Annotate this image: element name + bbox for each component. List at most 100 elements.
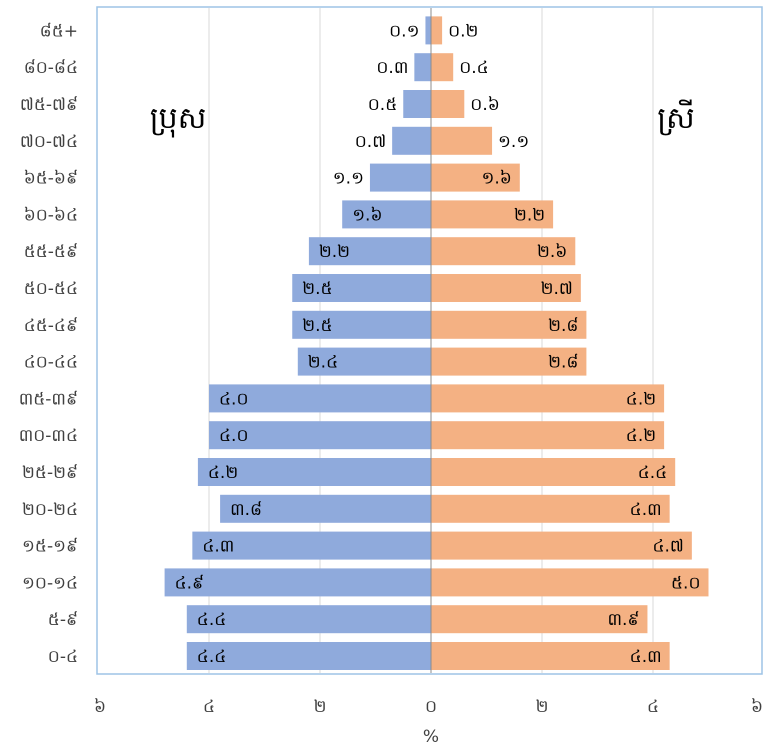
- y-tick-label: ៥-៩: [48, 610, 78, 630]
- y-tick-label: ៧០-៧៤: [20, 132, 78, 152]
- grid-layer: [208, 8, 654, 673]
- data-label-male: ១.៦: [352, 205, 382, 225]
- bar-male: [414, 53, 431, 82]
- bar-female: [431, 274, 581, 302]
- bar-male: [186, 605, 431, 634]
- bar-male: [209, 421, 431, 450]
- bar-male: [392, 126, 431, 155]
- bar-female: [431, 237, 576, 266]
- bar-female: [431, 200, 554, 229]
- bar-male: [197, 458, 431, 486]
- bar-male: [369, 163, 431, 192]
- bar-layer: [164, 16, 709, 670]
- bar-female: [431, 494, 670, 523]
- y-tick-label: ៨០-៨៤: [24, 58, 78, 78]
- data-label-female: ៤.២: [626, 426, 656, 446]
- x-tick-label: ៦: [751, 697, 763, 717]
- bar-female: [431, 458, 676, 486]
- x-axis-label: %: [423, 727, 439, 747]
- x-tick-label: ២: [314, 697, 327, 717]
- y-tick-label: ២០-២៤: [22, 500, 78, 520]
- data-label-male: ៤.៩: [175, 573, 204, 593]
- data-label-female: ៤.២: [626, 389, 656, 409]
- data-label-female: ០.៤: [459, 58, 488, 78]
- y-tick-label: ៥៥-៥៩: [24, 242, 78, 262]
- data-label-male: ៤.២: [208, 463, 238, 483]
- y-tick-label: ៣០-៣៤: [19, 426, 78, 446]
- bar-female: [431, 605, 648, 634]
- series-label-female: ស្រី: [657, 99, 695, 136]
- bar-female: [431, 384, 665, 413]
- data-label-female: ៤.៤: [638, 463, 667, 483]
- bar-female: [431, 568, 709, 597]
- bar-male: [292, 310, 431, 339]
- bar-male: [192, 531, 431, 560]
- bar-female: [431, 163, 520, 192]
- data-label-female: ១.៦: [481, 169, 511, 189]
- data-label-male: ៤.០: [219, 389, 248, 409]
- data-label-female: ៥.០: [671, 573, 700, 593]
- data-label-female: ១.១: [498, 132, 529, 152]
- bar-male: [220, 494, 431, 523]
- x-tick-label: ២: [536, 697, 549, 717]
- x-tick-label: ០: [425, 697, 437, 717]
- y-tick-label: ១៥-១៩: [22, 537, 78, 557]
- x-tick-label: ៤: [647, 697, 659, 717]
- data-label-female: ២.៦: [537, 242, 567, 262]
- series-label-male: ប្រុស: [150, 101, 207, 138]
- data-label-female: ៤.៧: [652, 537, 683, 557]
- bar-female: [431, 310, 587, 339]
- data-label-female: ២.៨: [548, 353, 578, 373]
- bar-male: [186, 642, 431, 670]
- bar-female: [431, 347, 587, 376]
- y-tick-label: ៤០-៤៤: [24, 353, 78, 373]
- data-label-male: ៣.៨: [230, 500, 262, 520]
- data-label-female: ០.២: [448, 21, 478, 41]
- y-tick-label: ៤៥-៤៩: [24, 316, 78, 336]
- y-tick-label: ៦៥-៦៩: [24, 169, 78, 189]
- x-tick-label: ៤: [203, 697, 215, 717]
- x-tick-label: ៦: [94, 697, 106, 717]
- bar-female: [431, 421, 665, 450]
- y-tick-label: ៣៥-៣៩: [19, 389, 78, 409]
- bar-female: [431, 53, 454, 82]
- bar-male: [425, 16, 431, 45]
- data-label-female: ០.៦: [470, 95, 499, 115]
- bar-male: [164, 568, 431, 597]
- data-label-male: ៤.៤: [197, 610, 226, 630]
- data-label-female: ២.៨: [548, 316, 578, 336]
- data-label-male: ៤.៤: [197, 647, 226, 667]
- bar-male: [297, 347, 431, 376]
- bar-male: [342, 200, 431, 229]
- bar-male: [292, 274, 431, 302]
- data-label-female: ២.២: [514, 205, 545, 225]
- bar-male: [403, 90, 431, 118]
- label-layer: ៨៥+ ០.១ ០.២៨០-៨៤ ០.៣ ០.៤៧៥-៧៩ ០.៥ ០.៦៧០-៧៤ ០.៧១…: [19, 21, 701, 667]
- y-tick-label: ៨៥+: [40, 21, 78, 41]
- data-label-male: ០.៧: [355, 132, 386, 152]
- data-label-male: ០.១: [389, 21, 419, 41]
- y-tick-label: ៦០-៦៤: [24, 205, 78, 225]
- data-label-male: ០.៣: [376, 58, 408, 78]
- data-label-male: ២.២: [319, 242, 350, 262]
- data-label-male: ១.១: [333, 169, 364, 189]
- data-label-male: ៤.៣: [202, 537, 234, 557]
- y-tick-label: ៧៥-៧៩: [20, 95, 78, 115]
- data-label-male: ០.៥: [368, 95, 397, 115]
- data-label-female: ៤.៣: [630, 647, 662, 667]
- y-tick-label: ០-៤: [48, 647, 78, 667]
- bar-female: [431, 16, 443, 45]
- data-label-female: ២.៧: [541, 279, 573, 299]
- bar-female: [431, 531, 692, 560]
- data-label-male: ៤.០: [219, 426, 248, 446]
- bar-male: [308, 237, 431, 266]
- bar-male: [209, 384, 431, 413]
- data-label-male: ២.៥: [302, 279, 332, 299]
- axis-layer: ៦ ៤ ២ ០ ២ ៤ ៦: [94, 8, 763, 717]
- data-label-female: ៤.៣: [630, 500, 662, 520]
- y-tick-label: ១០-១៤: [22, 573, 78, 593]
- data-label-male: ២.៥: [302, 316, 332, 336]
- bar-female: [431, 642, 670, 670]
